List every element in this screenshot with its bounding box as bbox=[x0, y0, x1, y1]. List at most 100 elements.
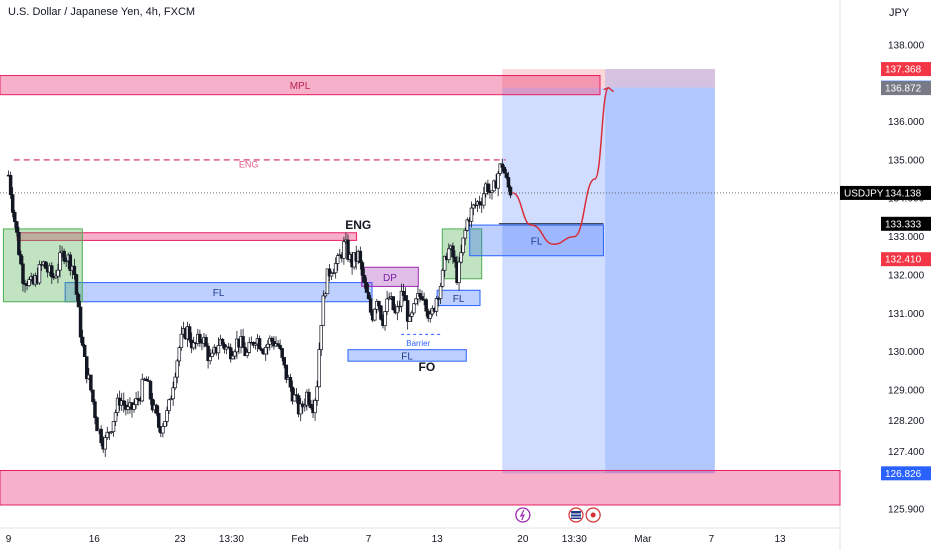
position-stop-zone bbox=[502, 69, 715, 88]
candle bbox=[10, 194, 15, 213]
candle bbox=[323, 293, 328, 297]
candle bbox=[327, 268, 332, 277]
candle bbox=[154, 404, 159, 414]
candle bbox=[368, 298, 373, 313]
zone-blue bbox=[64, 282, 373, 303]
candle bbox=[372, 308, 377, 321]
projection-curve bbox=[512, 86, 610, 245]
candle bbox=[471, 204, 476, 209]
candle bbox=[335, 255, 340, 264]
candle bbox=[342, 241, 346, 259]
candle bbox=[442, 255, 447, 271]
x-tick-label: 9 bbox=[6, 534, 12, 545]
candle bbox=[360, 262, 365, 276]
candle bbox=[99, 428, 103, 444]
candle bbox=[410, 312, 414, 317]
candle bbox=[56, 269, 60, 277]
price-tag-label: 134.138 bbox=[885, 188, 922, 199]
candle bbox=[319, 325, 324, 350]
candle bbox=[321, 295, 326, 326]
zone-label: MPL bbox=[290, 81, 311, 92]
candle bbox=[12, 212, 17, 222]
symbol-tag bbox=[840, 185, 881, 200]
candle bbox=[140, 378, 145, 402]
candle bbox=[436, 298, 441, 300]
candle bbox=[80, 336, 85, 346]
position-target-zone bbox=[502, 87, 715, 474]
zone-pink bbox=[0, 469, 841, 506]
candle bbox=[122, 400, 126, 406]
candle bbox=[506, 177, 511, 188]
candle bbox=[8, 175, 13, 195]
candle bbox=[78, 306, 83, 338]
candle bbox=[282, 357, 286, 366]
candle bbox=[270, 337, 274, 342]
y-tick-label: 133.000 bbox=[888, 232, 925, 243]
candle bbox=[508, 186, 513, 196]
candle bbox=[198, 333, 202, 343]
annotation-label: ENG bbox=[345, 218, 371, 232]
candle bbox=[109, 431, 114, 433]
candle bbox=[111, 421, 116, 433]
x-tick-label: 13:30 bbox=[562, 534, 587, 545]
candle bbox=[465, 219, 470, 231]
candle bbox=[132, 404, 136, 410]
candle bbox=[434, 298, 439, 312]
candle bbox=[208, 356, 212, 362]
candle bbox=[54, 275, 58, 279]
candle bbox=[95, 417, 99, 432]
candle bbox=[23, 283, 27, 285]
candle bbox=[231, 355, 235, 360]
zone-purple bbox=[361, 266, 419, 287]
y-tick-label: 129.000 bbox=[888, 385, 925, 396]
candle bbox=[309, 403, 313, 409]
candle bbox=[84, 356, 89, 380]
candle bbox=[428, 313, 433, 319]
candle bbox=[72, 265, 77, 275]
price-tag bbox=[881, 62, 931, 77]
candle bbox=[331, 272, 336, 274]
candle bbox=[496, 173, 500, 189]
currency-label: JPY bbox=[889, 7, 910, 19]
candle bbox=[424, 299, 428, 312]
x-tick-label: 13 bbox=[774, 534, 786, 545]
candle bbox=[134, 398, 138, 406]
candle bbox=[58, 252, 62, 271]
candle bbox=[259, 348, 264, 352]
candle bbox=[43, 261, 48, 269]
price-tag bbox=[881, 466, 931, 481]
candle bbox=[461, 237, 465, 254]
candle bbox=[37, 264, 42, 284]
annotation-label: ENG bbox=[239, 160, 259, 170]
candle bbox=[167, 399, 171, 411]
candle bbox=[247, 341, 252, 353]
zone-blue bbox=[436, 289, 481, 307]
candle bbox=[21, 263, 25, 284]
candle bbox=[161, 426, 165, 434]
price-tag bbox=[881, 216, 931, 231]
candle bbox=[17, 231, 21, 255]
candle bbox=[377, 301, 381, 307]
zone-blue bbox=[347, 349, 467, 362]
candle bbox=[298, 403, 303, 415]
candle bbox=[245, 352, 249, 357]
x-tick-label: 7 bbox=[366, 534, 372, 545]
candle bbox=[74, 274, 79, 295]
candle bbox=[175, 360, 180, 378]
us-flag-canton bbox=[571, 511, 581, 519]
candle bbox=[498, 163, 502, 174]
candle bbox=[294, 394, 299, 397]
candle bbox=[459, 252, 463, 263]
candle bbox=[387, 297, 391, 300]
candle bbox=[447, 248, 451, 260]
candle bbox=[414, 298, 418, 305]
candle bbox=[405, 300, 410, 322]
y-tick-label: 125.900 bbox=[888, 504, 925, 515]
candle bbox=[15, 221, 19, 233]
candle bbox=[179, 333, 184, 349]
candle bbox=[191, 342, 196, 349]
candle bbox=[206, 345, 210, 362]
candle bbox=[82, 344, 87, 357]
candle bbox=[165, 410, 169, 422]
